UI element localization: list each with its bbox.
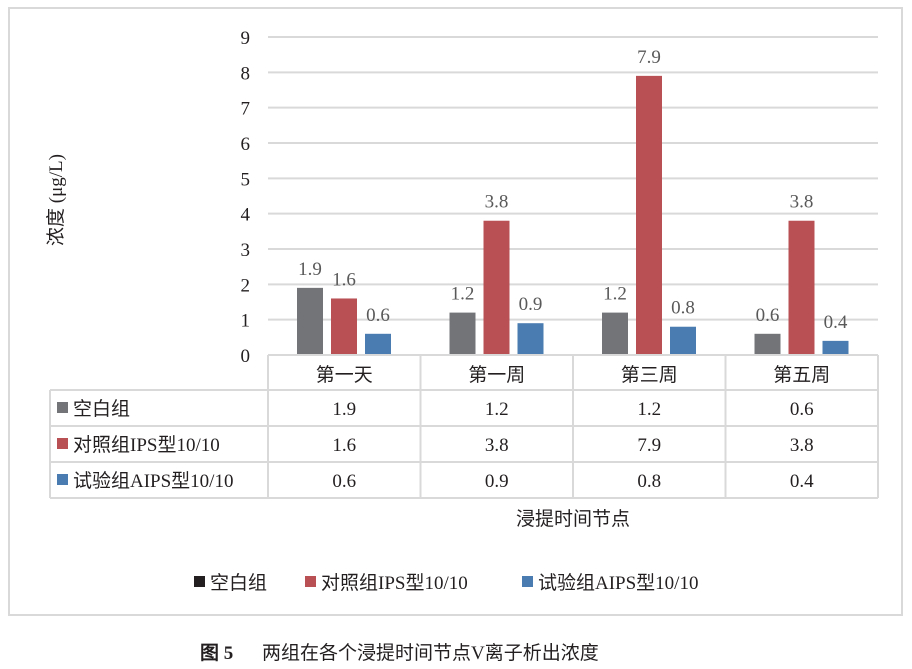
data-label: 3.8 <box>790 192 814 213</box>
table-legend-key <box>57 438 68 449</box>
legend-label: 空白组 <box>210 572 267 594</box>
bar <box>449 312 476 355</box>
table-cell: 1.2 <box>637 399 661 420</box>
data-label: 1.9 <box>298 259 322 280</box>
y-tick-label: 3 <box>241 240 251 261</box>
bar <box>331 298 357 355</box>
legend-label: 对照组IPS型10/10 <box>321 572 468 594</box>
table-cell: 0.6 <box>790 399 814 420</box>
data-label: 0.9 <box>519 294 543 315</box>
legend-label: 试验组AIPS型10/10 <box>538 572 698 594</box>
data-label: 0.8 <box>671 298 695 319</box>
y-axis-label: 浓度 (μg/L) <box>45 154 67 246</box>
table-series-name: 对照组IPS型10/10 <box>73 434 220 456</box>
table-cell: 3.8 <box>790 435 814 456</box>
table-legend-key <box>57 474 68 485</box>
y-tick-label: 4 <box>241 205 251 226</box>
data-label: 1.2 <box>603 284 627 305</box>
x-tick-label: 第一天 <box>316 364 373 386</box>
legend-key <box>305 576 316 587</box>
bar <box>636 75 662 355</box>
table-cell: 1.6 <box>332 435 356 456</box>
table-cell: 0.4 <box>790 471 814 492</box>
table-cell: 3.8 <box>485 435 509 456</box>
data-label: 7.9 <box>637 47 661 68</box>
data-label: 0.6 <box>366 305 390 326</box>
table-cell: 0.6 <box>332 471 356 492</box>
table-series-name: 空白组 <box>73 398 130 420</box>
y-tick-label: 7 <box>241 99 251 120</box>
x-axis-label: 浸提时间节点 <box>516 508 630 530</box>
legend-key <box>194 576 205 587</box>
y-tick-label: 5 <box>241 169 251 190</box>
table-cell: 7.9 <box>637 435 661 456</box>
data-label: 1.6 <box>332 269 356 290</box>
y-tick-label: 1 <box>241 311 251 332</box>
bar <box>365 333 391 355</box>
legend: 空白组 对照组IPS型10/10 试验组AIPS型10/10 <box>194 572 698 594</box>
y-tick-label: 9 <box>241 28 251 49</box>
chart-frame <box>8 7 903 616</box>
table-cell: 0.8 <box>637 471 661 492</box>
bar <box>297 287 323 355</box>
bar <box>483 220 510 355</box>
x-tick-label: 第五周 <box>773 364 830 386</box>
legend-key <box>522 576 533 587</box>
y-tick-label: 8 <box>241 63 251 84</box>
bar <box>670 326 696 355</box>
caption-label: 图 5 <box>200 642 233 664</box>
data-label: 0.4 <box>824 312 848 333</box>
table-series-name: 试验组AIPS型10/10 <box>73 470 233 492</box>
y-tick-label: 0 <box>241 346 251 367</box>
bar <box>788 220 815 355</box>
caption-text: 两组在各个浸提时间节点V离子析出浓度 <box>262 642 599 664</box>
bar <box>602 312 628 355</box>
data-label: 0.6 <box>756 305 780 326</box>
table-legend-key <box>57 402 68 413</box>
x-tick-label: 第一周 <box>468 364 525 386</box>
bar <box>517 323 544 355</box>
data-label: 1.2 <box>451 284 475 305</box>
table-cell: 1.9 <box>332 399 356 420</box>
y-tick-label: 6 <box>241 134 251 155</box>
data-label: 3.8 <box>485 192 509 213</box>
y-tick-label: 2 <box>241 275 251 296</box>
bar <box>822 340 849 355</box>
table-cell: 0.9 <box>485 471 509 492</box>
x-tick-label: 第三周 <box>621 364 678 386</box>
bar <box>754 333 781 355</box>
table-cell: 1.2 <box>485 399 509 420</box>
